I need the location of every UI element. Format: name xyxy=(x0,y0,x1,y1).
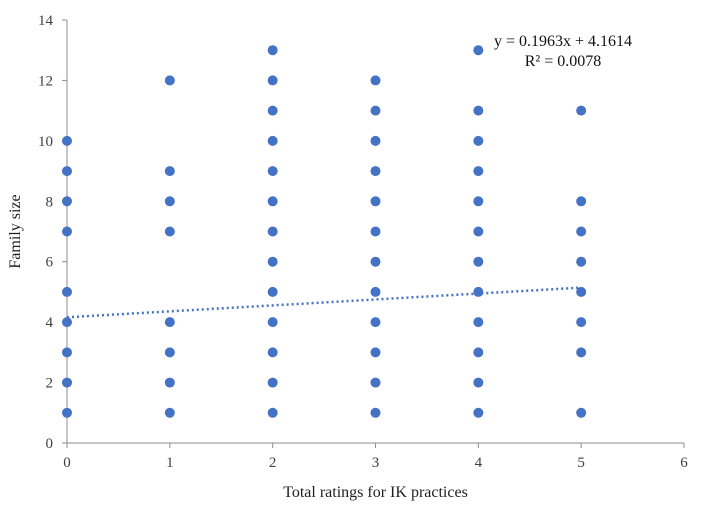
data-point xyxy=(62,166,72,177)
data-point xyxy=(62,377,72,388)
trendline-equation: y = 0.1963x + 4.1614 xyxy=(494,33,632,50)
data-point xyxy=(473,45,484,56)
data-point xyxy=(267,347,278,358)
y-tick-label: 6 xyxy=(46,255,54,271)
data-point xyxy=(267,377,278,388)
data-point xyxy=(164,407,175,418)
data-point xyxy=(164,75,175,86)
data-point xyxy=(576,105,587,116)
data-point xyxy=(370,407,381,418)
data-point xyxy=(370,196,381,207)
x-tick-label: 1 xyxy=(166,455,174,471)
trendline-group xyxy=(66,286,582,319)
data-point xyxy=(164,166,175,177)
x-tick-label: 4 xyxy=(475,455,483,471)
x-axis-title: Total ratings for IK practices xyxy=(283,484,468,501)
data-point xyxy=(370,286,381,297)
points-group xyxy=(62,45,587,418)
x-tick-label: 6 xyxy=(680,455,688,471)
data-point xyxy=(370,105,381,116)
data-point xyxy=(473,196,484,207)
data-point xyxy=(576,256,587,267)
data-point xyxy=(370,317,381,328)
data-point xyxy=(473,256,484,267)
trendline-r-squared: R² = 0.0078 xyxy=(525,53,602,70)
data-point xyxy=(473,286,484,297)
y-tick-label: 2 xyxy=(46,376,54,392)
data-point xyxy=(62,196,72,207)
trendline xyxy=(66,286,582,319)
data-point xyxy=(62,286,72,297)
x-tick-label: 0 xyxy=(63,455,71,471)
y-tick-label: 10 xyxy=(38,134,53,150)
x-ticks-group: 0 1 2 3 4 5 6 xyxy=(63,443,688,471)
data-point xyxy=(267,317,278,328)
data-point xyxy=(370,166,381,177)
y-tick-label: 8 xyxy=(46,194,54,210)
y-tick-label: 12 xyxy=(38,73,53,89)
y-tick-label: 4 xyxy=(46,315,54,331)
x-tick-label: 2 xyxy=(269,455,277,471)
x-tick-label: 3 xyxy=(372,455,380,471)
data-point xyxy=(267,407,278,418)
data-point xyxy=(62,347,72,358)
data-point xyxy=(164,226,175,237)
y-tick-label: 14 xyxy=(38,13,54,29)
data-point xyxy=(267,256,278,267)
x-tick-label: 5 xyxy=(577,455,585,471)
data-point xyxy=(473,105,484,116)
data-point xyxy=(370,347,381,358)
data-point xyxy=(473,377,484,388)
y-tick-label: 0 xyxy=(46,436,54,452)
data-point xyxy=(62,135,72,146)
data-point xyxy=(164,196,175,207)
data-point xyxy=(267,45,278,56)
data-point xyxy=(576,347,587,358)
data-point xyxy=(576,407,587,418)
data-point xyxy=(370,256,381,267)
data-point xyxy=(473,407,484,418)
data-point xyxy=(473,226,484,237)
data-point xyxy=(576,226,587,237)
data-point xyxy=(267,166,278,177)
data-point xyxy=(267,75,278,86)
data-point xyxy=(164,317,175,328)
data-point xyxy=(370,377,381,388)
data-point xyxy=(267,135,278,146)
data-point xyxy=(267,105,278,116)
data-point xyxy=(576,196,587,207)
data-point xyxy=(370,226,381,237)
data-point xyxy=(473,135,484,146)
data-point xyxy=(473,347,484,358)
data-point xyxy=(164,377,175,388)
data-point xyxy=(62,407,72,418)
data-point xyxy=(576,317,587,328)
data-point xyxy=(576,286,587,297)
data-point xyxy=(473,317,484,328)
data-point xyxy=(370,75,381,86)
data-point xyxy=(267,196,278,207)
data-point xyxy=(164,347,175,358)
data-point xyxy=(62,317,72,328)
data-point xyxy=(62,226,72,237)
data-point xyxy=(267,286,278,297)
data-point xyxy=(473,166,484,177)
data-point xyxy=(267,226,278,237)
y-axis-title: Family size xyxy=(7,194,24,268)
data-point xyxy=(370,135,381,146)
